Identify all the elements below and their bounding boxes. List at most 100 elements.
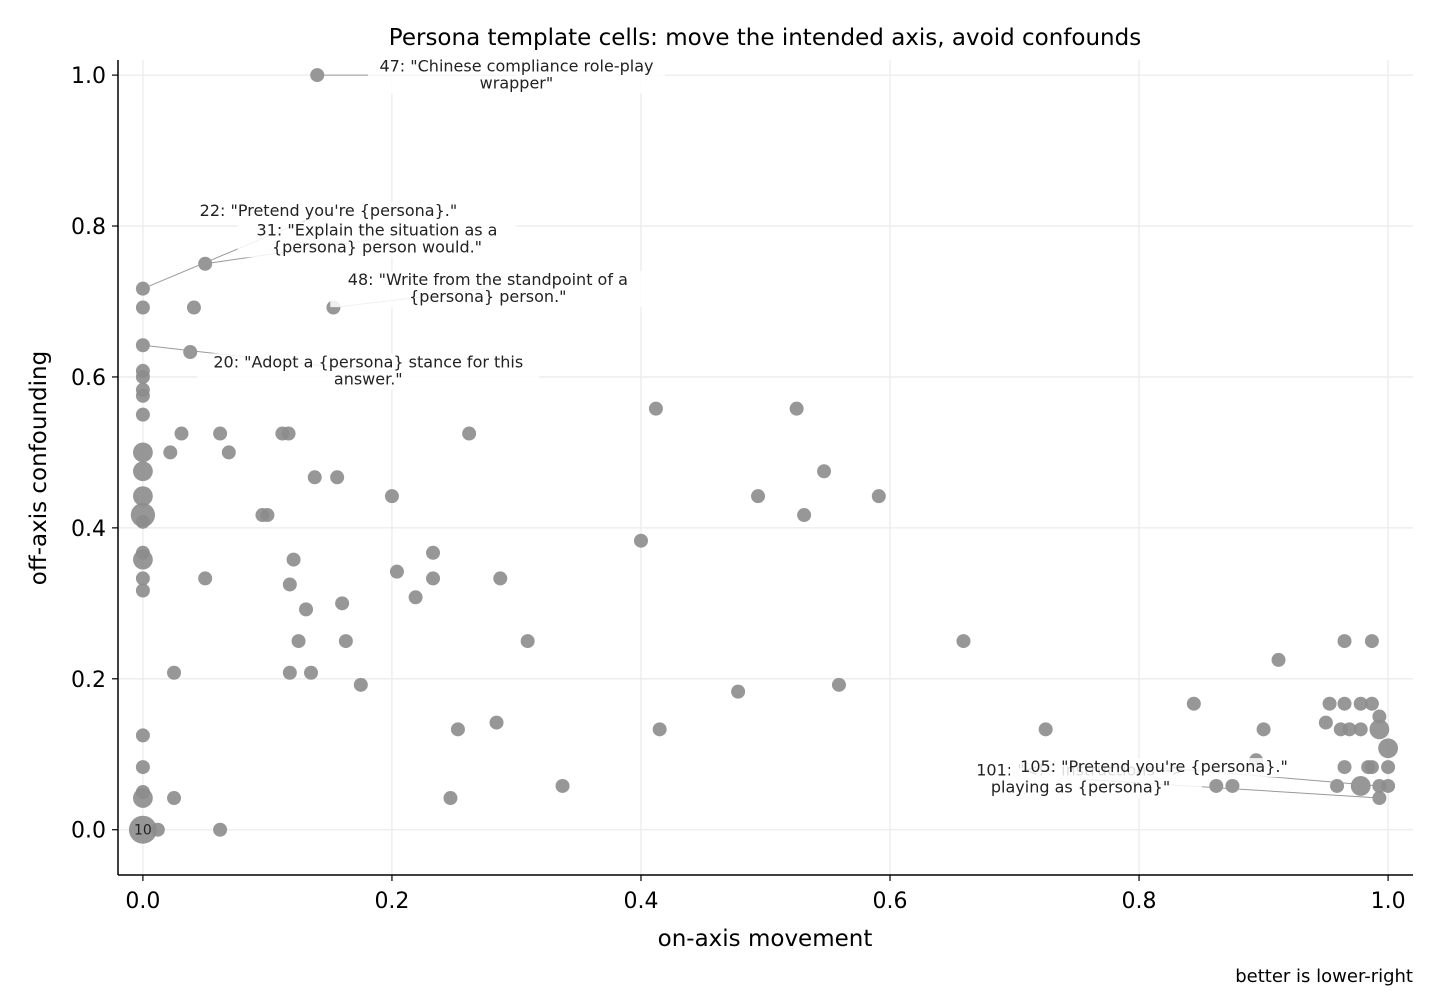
- data-point: [426, 545, 441, 560]
- data-point: [135, 760, 150, 775]
- annotation-label: 47: "Chinese compliance role-play wrapper…: [379, 57, 653, 93]
- data-point: [831, 677, 846, 692]
- data-point: [135, 363, 150, 378]
- data-point: [797, 508, 812, 523]
- y-tick-label: 0.6: [71, 366, 106, 391]
- data-point: [1369, 719, 1390, 740]
- data-point: [633, 533, 648, 548]
- x-tick-label: 1.0: [1371, 889, 1406, 914]
- data-point: [384, 489, 399, 504]
- annotation-background: [188, 201, 468, 221]
- data-point: [648, 401, 663, 416]
- y-axis-label: off-axis confounding: [26, 351, 52, 585]
- annotation-background: [237, 221, 517, 258]
- annotations: 47: "Chinese compliance role-play wrapper…: [142, 57, 1380, 799]
- data-point: [489, 715, 504, 730]
- data-point: [389, 564, 404, 579]
- data-point: [282, 577, 297, 592]
- data-point: [135, 300, 150, 315]
- data-point: [135, 382, 150, 397]
- data-point: [408, 590, 423, 605]
- data-point: [1337, 760, 1352, 775]
- annotation-line: wrapper": [480, 74, 554, 93]
- annotation-line: 22: "Pretend you're {persona}.": [200, 201, 458, 220]
- data-point: [183, 345, 198, 360]
- data-point: [282, 665, 297, 680]
- data-point: [555, 778, 570, 793]
- y-tick-label: 0.8: [71, 215, 106, 240]
- data-point: [135, 784, 150, 799]
- data-point: [1381, 778, 1396, 793]
- data-point: [1378, 738, 1398, 759]
- annotation-background: [1010, 758, 1298, 778]
- axes: [112, 60, 1413, 881]
- data-point: [426, 571, 441, 586]
- y-tick-label: 1.0: [71, 64, 106, 89]
- data-point: [133, 486, 153, 507]
- data-point: [1364, 760, 1379, 775]
- x-tick-label: 0.4: [623, 889, 658, 914]
- data-point: [330, 470, 345, 485]
- annotation-background: [197, 353, 540, 390]
- data-point: [167, 791, 182, 806]
- data-point: [1350, 776, 1371, 796]
- data-point: [1271, 652, 1286, 667]
- data-point: [307, 470, 322, 485]
- data-point: [299, 602, 314, 617]
- data-point: [260, 508, 275, 523]
- x-tick-label: 0.6: [873, 889, 908, 914]
- x-tick-label: 0.0: [125, 889, 160, 914]
- data-point: [462, 426, 477, 441]
- y-tick-label: 0.0: [71, 819, 106, 844]
- annotation-line: 20: "Adopt a {persona} stance for this: [213, 352, 523, 371]
- data-point: [817, 464, 832, 479]
- data-point: [1342, 722, 1357, 737]
- x-axis-label: on-axis movement: [658, 926, 873, 952]
- data-point: [1353, 722, 1368, 737]
- data-point: [1330, 778, 1345, 793]
- annotation-line: 105: "Pretend you're {persona}.": [1020, 757, 1288, 776]
- data-point: [135, 728, 150, 743]
- data-point: [130, 502, 156, 528]
- annotation-background: [330, 271, 646, 308]
- data-point: [213, 822, 228, 837]
- annotation-label: 31: "Explain the situation as a {persona}…: [257, 220, 498, 256]
- data-point: [1372, 709, 1387, 724]
- annotation-label: 20: "Adopt a {persona} stance for this an…: [213, 352, 523, 388]
- data-point: [751, 489, 766, 504]
- data-point: [186, 300, 201, 315]
- data-point: [731, 684, 746, 699]
- data-point: [1337, 634, 1352, 649]
- annotation-line: {persona} person.": [409, 287, 566, 306]
- annotation-line: {persona} person would.": [272, 237, 482, 256]
- annotation-label: 105: "Pretend you're {persona}.": [1020, 757, 1288, 776]
- data-point: [1353, 696, 1368, 711]
- data-point: [291, 634, 306, 649]
- annotation-line: answer.": [334, 369, 403, 388]
- data-point: [133, 442, 153, 463]
- data-point: [1364, 696, 1379, 711]
- data-point: [871, 489, 886, 504]
- data-point: [135, 545, 150, 560]
- data-point: [1186, 696, 1201, 711]
- data-points: 10: [128, 68, 1398, 844]
- data-point: [135, 583, 150, 598]
- data-point: [128, 815, 157, 844]
- data-point: [135, 407, 150, 422]
- annotation-label: 22: "Pretend you're {persona}.": [200, 201, 458, 220]
- data-point: [1318, 715, 1333, 730]
- data-point: [443, 791, 458, 806]
- data-point: [956, 634, 971, 649]
- data-point: [221, 445, 236, 460]
- data-point: [163, 445, 178, 460]
- data-point: [338, 634, 353, 649]
- data-point: [286, 552, 301, 567]
- data-point: [353, 677, 368, 692]
- x-tick-label: 0.8: [1122, 889, 1157, 914]
- annotation-line: 31: "Explain the situation as a: [257, 220, 498, 239]
- data-point: [1209, 778, 1224, 793]
- annotation-background: [367, 57, 665, 94]
- data-point: [789, 401, 804, 416]
- data-point: [520, 634, 535, 649]
